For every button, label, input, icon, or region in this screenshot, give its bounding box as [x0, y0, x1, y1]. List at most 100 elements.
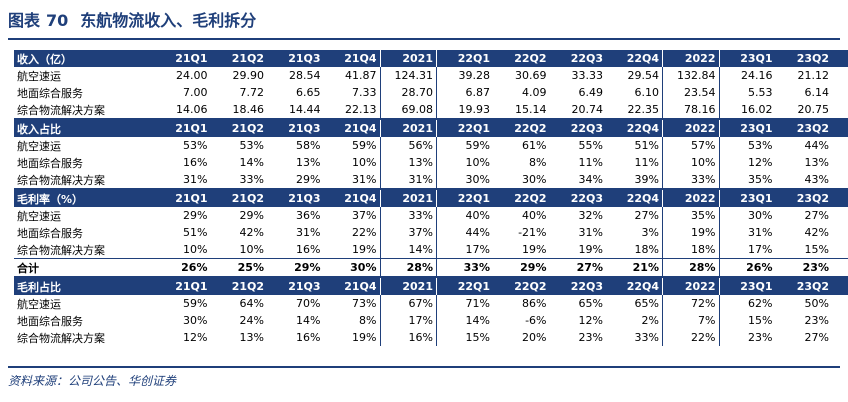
table-row: 航空速运 53% 53% 58% 59% 56% 59% 61% 55% 51% 57% 53% 44%… — [14, 137, 848, 154]
column-header: 21Q1 — [154, 276, 211, 295]
table-cell: 78.16 — [662, 101, 720, 119]
table-cell: 14% — [379, 241, 437, 259]
table-cell: 27% — [549, 258, 606, 277]
column-header: 21Q3 — [267, 188, 324, 207]
column-header: 23Q2 — [775, 276, 832, 295]
table-cell: 25% — [210, 258, 267, 277]
table-cell: 14.44 — [289, 103, 321, 116]
table-cell: 28% — [379, 258, 437, 277]
table-cell: 37% — [352, 209, 377, 222]
section-header-label: 收入（亿） — [14, 50, 154, 67]
table-cell: 58% — [296, 139, 321, 152]
table-cell: 19.25 — [832, 67, 848, 84]
table-cell: 26% — [154, 258, 211, 277]
section-header-row: 毛利率（%） 21Q1 21Q2 21Q3 21Q4 2021 22Q1 22Q2 22Q3 22… — [14, 188, 848, 207]
table-row: 综合物流解决方案 31% 33% 29% 31% 31% 30% 30% 34% 39% 33% 35… — [14, 171, 848, 189]
column-header: 2022 — [662, 188, 720, 207]
table-cell: 6.10 — [634, 86, 660, 99]
table-cell: 33% — [634, 331, 659, 344]
table-cell: 39% — [634, 173, 659, 186]
table-cell: 15% — [832, 258, 848, 277]
section-header-label: 毛利占比 — [14, 276, 154, 295]
source-note: 资料来源：公司公告、华创证券 — [8, 374, 177, 388]
column-header: 21Q1 — [154, 188, 211, 207]
column-header: 21Q1 — [154, 50, 211, 67]
table-row: 地面综合服务 51% 42% 31% 22% 37% 44% -21% 31% 3% 19% 31% 4… — [14, 224, 848, 241]
table-cell: 35% — [662, 207, 720, 224]
table-cell: 15% — [465, 331, 490, 344]
table-cell: 23.43 — [832, 101, 848, 119]
table-cell: 46% — [832, 224, 848, 241]
table-cell: 18% — [634, 243, 659, 256]
table-cell: 33.33 — [571, 69, 604, 82]
table-cell: 31% — [296, 226, 321, 239]
table-cell: 10% — [662, 154, 720, 171]
table-cell: 40% — [465, 209, 490, 222]
table-cell: 48% — [832, 171, 848, 189]
column-header: 23Q1 — [719, 276, 776, 295]
column-header: 2021 — [379, 118, 437, 137]
table-cell: 16% — [379, 329, 437, 346]
table-cell: 44% — [465, 226, 490, 239]
table-cell: 53% — [239, 139, 264, 152]
table-cell: 32% — [578, 209, 603, 222]
table-cell: 24.16 — [741, 69, 773, 82]
table-cell: 28.70 — [379, 84, 437, 101]
table-cell: 13% — [804, 156, 829, 169]
column-header: 22Q3 — [549, 276, 606, 295]
table-cell: 38% — [832, 312, 848, 329]
table-row: 综合物流解决方案 14.06 18.46 14.44 22.13 69.08 19.93 15… — [14, 101, 848, 119]
table-cell: 17% — [379, 312, 437, 329]
table-cell: 43% — [804, 173, 829, 186]
column-header: 23Q2 — [775, 188, 832, 207]
table-cell: 33% — [239, 173, 264, 186]
column-header: 22Q3 — [549, 118, 606, 137]
table-cell: 12% — [578, 314, 603, 327]
table-cell: 19% — [522, 243, 547, 256]
table-cell: 28.54 — [289, 69, 321, 82]
table-row: 地面综合服务 30% 24% 14% 8%17% 14% -6% 12% 2%7% 15% 23%3… — [14, 312, 848, 329]
section-header-row: 收入占比 21Q1 21Q2 21Q3 21Q4 2021 22Q1 22Q2 22Q3 22Q4… — [14, 118, 848, 137]
table-cell: 11% — [578, 156, 603, 169]
table-cell: 42% — [239, 226, 264, 239]
table-cell: 59% — [465, 139, 490, 152]
table-cell: 30% — [748, 209, 773, 222]
table-cell: 18.46 — [232, 103, 265, 116]
table-cell: 30% — [522, 173, 547, 186]
table-cell: 10% — [352, 156, 377, 169]
table-cell: 17% — [465, 243, 490, 256]
table-cell: 17% — [748, 243, 773, 256]
column-header: 23Q3 — [832, 50, 848, 67]
table-cell: 4.09 — [522, 86, 547, 99]
table-cell: 28% — [662, 258, 720, 277]
table-cell: 65% — [578, 297, 603, 310]
table-cell: 23% — [578, 331, 603, 344]
table-cell: 21.12 — [797, 69, 830, 82]
row-label: 地面综合服务 — [17, 86, 83, 100]
table-cell: 64% — [239, 297, 264, 310]
table-cell: -21% — [518, 226, 547, 239]
table-cell: 57% — [662, 137, 720, 154]
table-cell: 44% — [804, 139, 829, 152]
table-cell: 15% — [748, 314, 773, 327]
figure-number: 70 — [46, 11, 69, 30]
table-cell: 29% — [493, 258, 550, 277]
column-header: 23Q3 — [832, 118, 848, 137]
column-header: 22Q4 — [606, 276, 663, 295]
table-cell: 31% — [379, 171, 437, 189]
table-cell: 36% — [832, 295, 848, 312]
table-cell: 31% — [183, 173, 208, 186]
table-cell: 19% — [578, 243, 603, 256]
table-cell: 5.82 — [832, 84, 848, 101]
column-header: 23Q1 — [719, 118, 776, 137]
table-cell: 23% — [748, 331, 773, 344]
column-header: 22Q2 — [493, 118, 550, 137]
table-cell: 26% — [719, 258, 776, 277]
table-row: 地面综合服务 7.00 7.72 6.65 7.33 28.70 6.87 4.09 6.49 6… — [14, 84, 848, 101]
table-cell: 3% — [641, 226, 659, 239]
table-cell: 30.69 — [515, 69, 547, 82]
table-cell: 13% — [239, 331, 264, 344]
table-cell: 19% — [662, 224, 720, 241]
column-header: 22Q3 — [549, 50, 606, 67]
table-cell: 20.74 — [571, 103, 604, 116]
